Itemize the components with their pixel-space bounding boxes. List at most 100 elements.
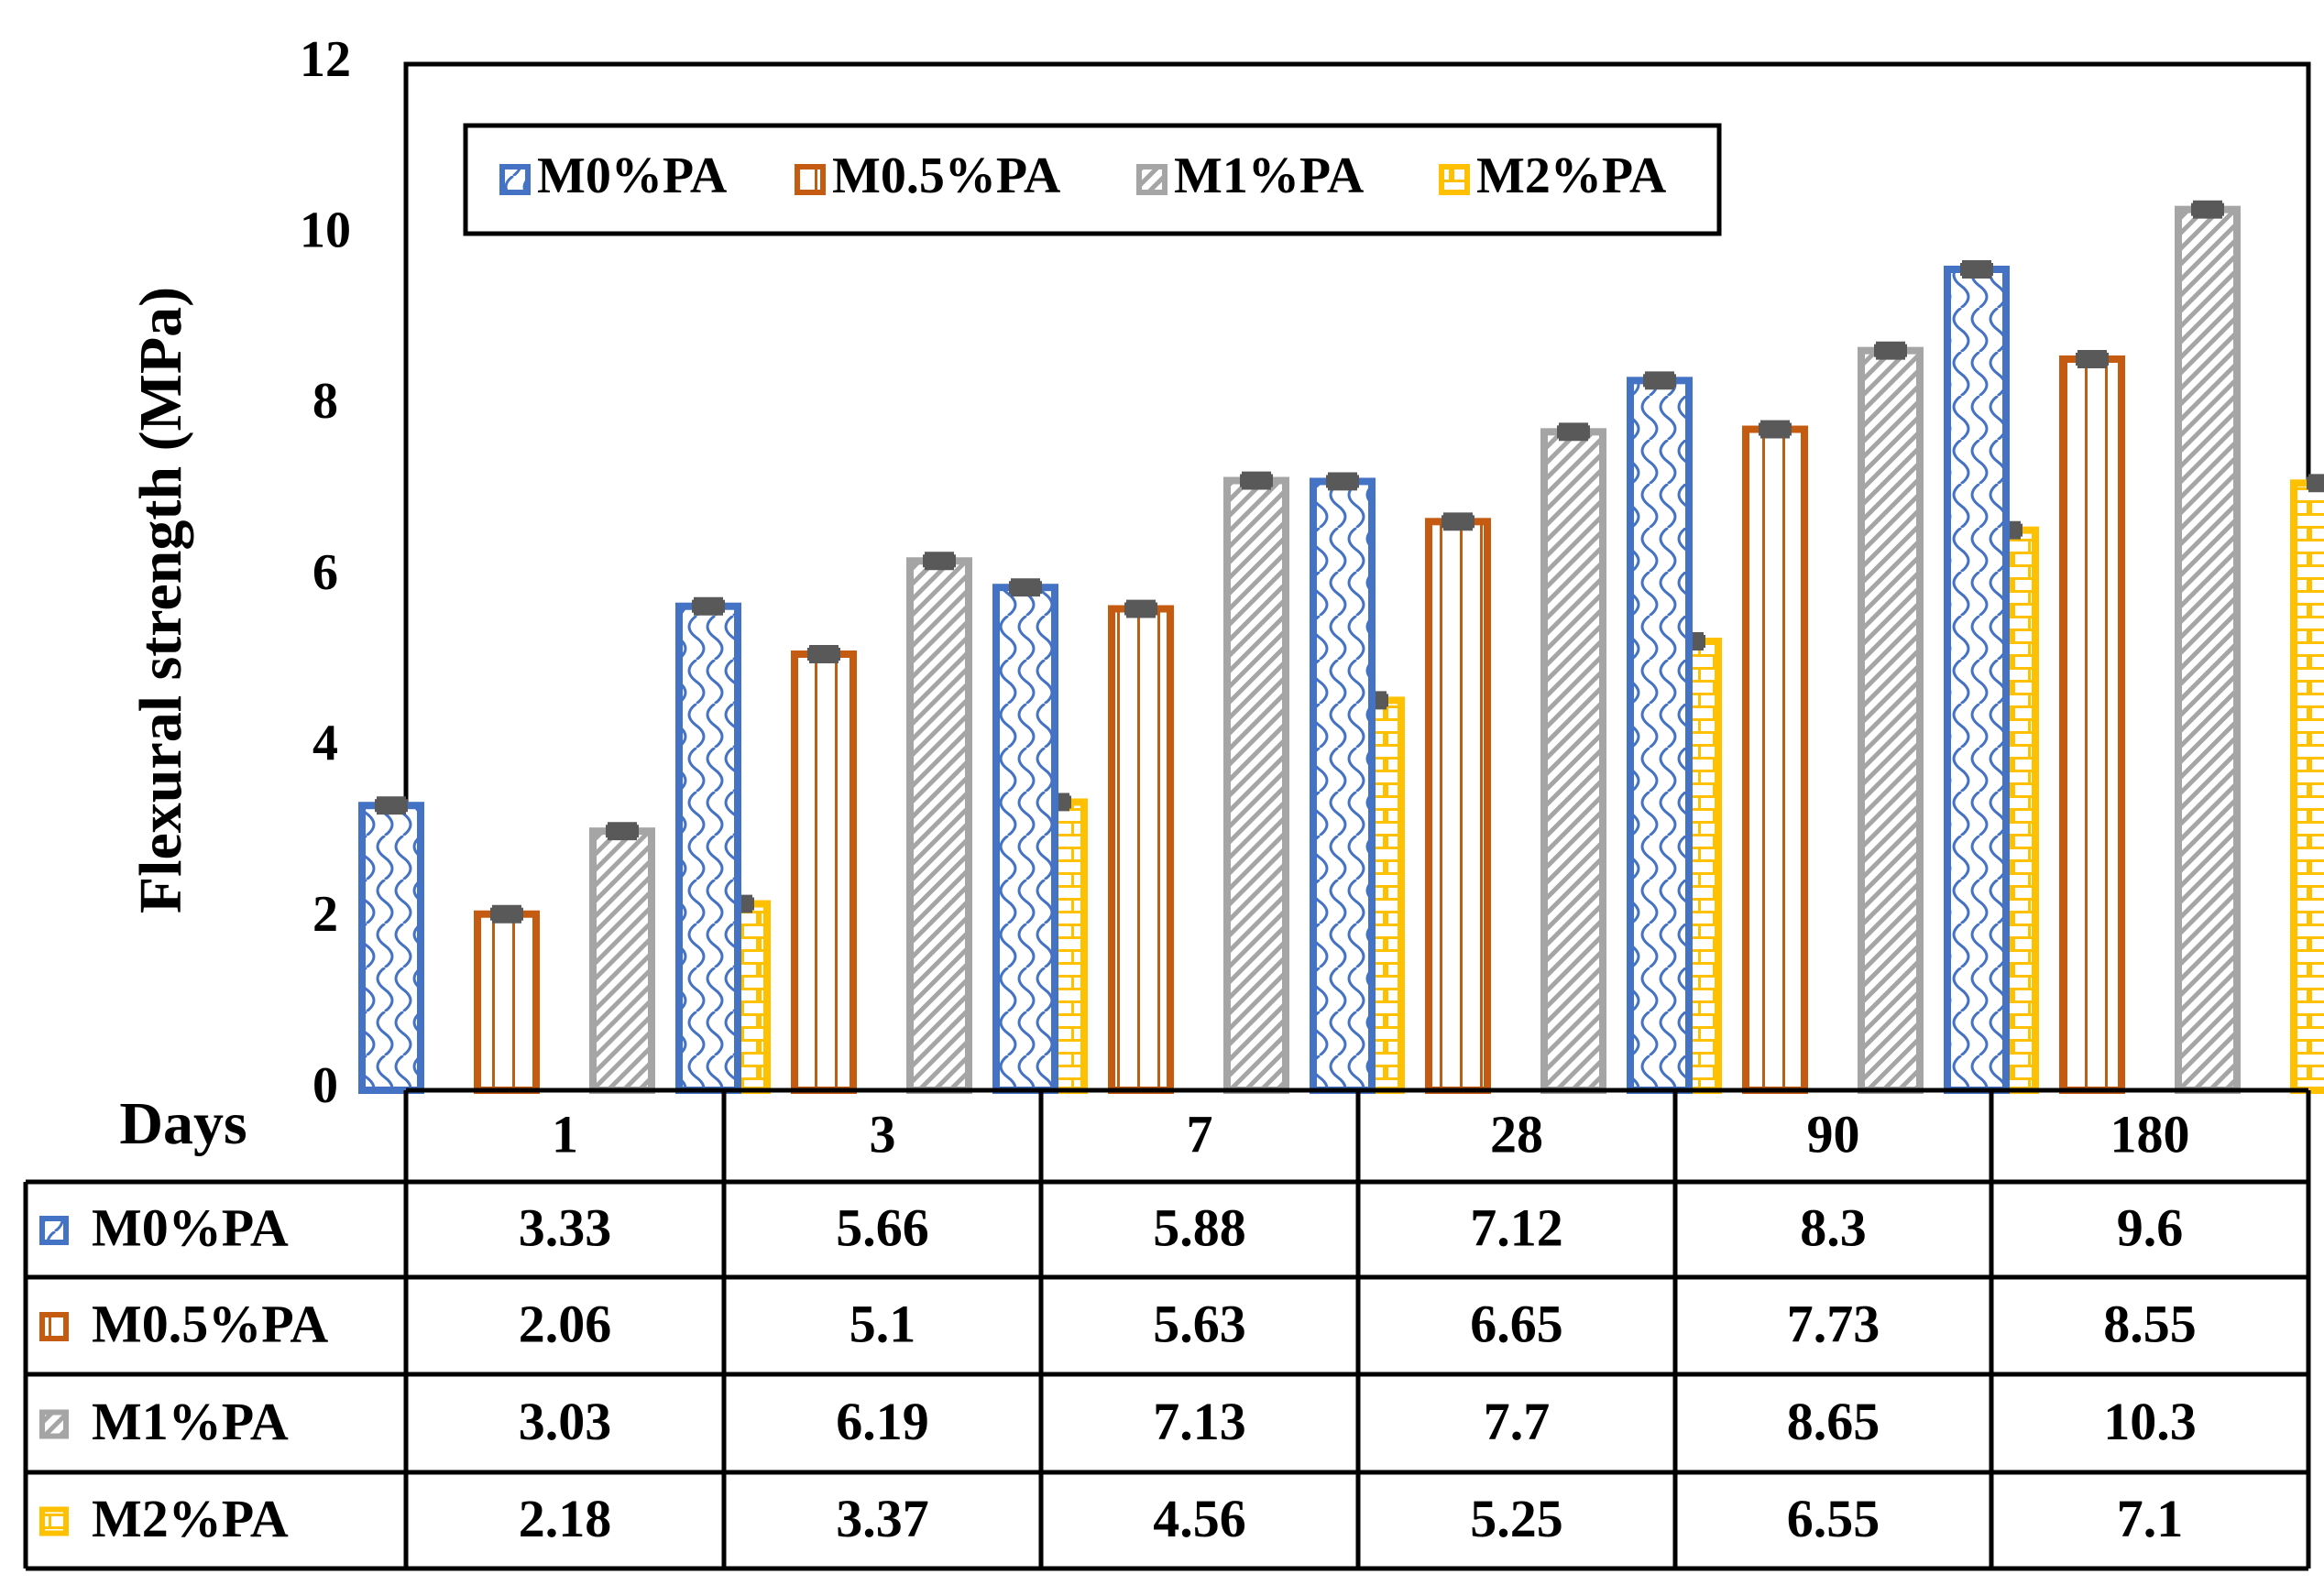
bar-M0.5%PA-day-7 xyxy=(1108,605,1174,1094)
table-cell-M2%PA-day-180: 7.1 xyxy=(2117,1489,2184,1548)
table-cell-M0%PA-day-28: 7.12 xyxy=(1470,1197,1563,1257)
x-axis-label: Days xyxy=(119,1090,247,1157)
error-bar-M1%PA-day-180 xyxy=(2191,200,2224,219)
bar-M1%PA-day-1 xyxy=(589,827,655,1094)
table-cell-M2%PA-day-3: 3.37 xyxy=(836,1489,929,1548)
y-tick-label-6: 6 xyxy=(312,544,338,601)
table-cell-M0.5%PA-day-28: 6.65 xyxy=(1470,1294,1563,1353)
table-cell-M1%PA-day-180: 10.3 xyxy=(2103,1392,2197,1451)
bar-M0%PA-day-28 xyxy=(1310,477,1376,1094)
bar-M1%PA-day-180 xyxy=(2175,205,2241,1094)
error-bar-M0%PA-day-90 xyxy=(1643,371,1676,390)
table-cell-M2%PA-day-28: 5.25 xyxy=(1470,1489,1563,1548)
bar-M0%PA-day-7 xyxy=(992,584,1058,1094)
bar-M0.5%PA-day-90 xyxy=(1742,425,1808,1094)
bar-M0.5%PA-day-1 xyxy=(474,910,540,1094)
legend-swatch-M0%PA xyxy=(499,164,531,195)
error-bar-M0.5%PA-day-1 xyxy=(490,904,523,924)
legend-label-M2%PA: M2%PA xyxy=(1476,148,1667,204)
table-cell-M0.5%PA-day-1: 2.06 xyxy=(519,1294,612,1353)
bar-M0.5%PA-day-180 xyxy=(2059,355,2125,1094)
error-bar-M1%PA-day-1 xyxy=(606,822,639,841)
y-tick-label-10: 10 xyxy=(300,202,351,259)
error-bar-M2%PA-day-180 xyxy=(2307,474,2324,493)
legend-swatch-M1%PA xyxy=(1136,164,1167,195)
bar-M0%PA-day-90 xyxy=(1627,377,1693,1095)
legend-swatch-M2%PA xyxy=(1439,164,1470,195)
legend-label-M1%PA: M1%PA xyxy=(1174,148,1365,204)
table-swatch-M0%PA xyxy=(39,1216,69,1245)
table-header-day-180: 180 xyxy=(2110,1104,2190,1164)
bar-M1%PA-day-90 xyxy=(1858,346,1924,1094)
bar-series-group xyxy=(358,200,2324,1095)
table-cell-M0.5%PA-day-90: 7.73 xyxy=(1787,1294,1880,1353)
error-bar-M0%PA-day-7 xyxy=(1009,578,1042,597)
error-bar-M1%PA-day-3 xyxy=(923,552,956,571)
error-bar-M1%PA-day-90 xyxy=(1874,341,1907,360)
legend-item-M1%PA: M1%PA xyxy=(1136,148,1365,204)
table-row-label-M1%PA: M1%PA xyxy=(92,1392,289,1451)
error-bar-M0%PA-day-1 xyxy=(375,796,408,815)
y-tick-label-2: 2 xyxy=(312,886,338,943)
error-bar-M1%PA-day-28 xyxy=(1557,422,1590,442)
bar-M1%PA-day-7 xyxy=(1223,476,1289,1094)
bar-M0%PA-day-1 xyxy=(358,802,424,1094)
table-swatch-M1%PA xyxy=(39,1409,69,1439)
table-cell-M0%PA-day-3: 5.66 xyxy=(836,1197,929,1257)
error-bar-M0.5%PA-day-28 xyxy=(1442,512,1474,531)
table-cell-M0%PA-day-1: 3.33 xyxy=(519,1197,612,1257)
bar-M0%PA-day-3 xyxy=(675,602,741,1094)
legend-label-M0.5%PA: M0.5%PA xyxy=(832,148,1061,204)
error-bar-M0%PA-day-3 xyxy=(692,596,725,616)
bar-M0.5%PA-day-28 xyxy=(1425,518,1491,1094)
data-table: Days 1 3 7 28 90 180 M0%PA 3.33 5.66 5.88 7.12 8.3 9… xyxy=(23,1088,2311,1571)
legend-box xyxy=(463,123,1722,236)
legend-item-M2%PA: M2%PA xyxy=(1439,148,1667,204)
table-header-day-3: 3 xyxy=(870,1104,896,1164)
table-cell-M2%PA-day-1: 2.18 xyxy=(519,1489,612,1548)
table-row-label-M2%PA: M2%PA xyxy=(92,1489,289,1548)
table-row-label-M0.5%PA: M0.5%PA xyxy=(92,1294,328,1353)
error-bar-M1%PA-day-7 xyxy=(1240,471,1273,490)
table-cell-M1%PA-day-3: 6.19 xyxy=(836,1392,929,1451)
error-bar-M0%PA-day-28 xyxy=(1326,472,1359,491)
table-cell-M0.5%PA-day-7: 5.63 xyxy=(1153,1294,1246,1353)
bar-M0%PA-day-180 xyxy=(1944,266,2010,1094)
table-header-day-7: 7 xyxy=(1187,1104,1213,1164)
legend-swatch-M0.5%PA xyxy=(795,164,826,195)
y-axis-ticks: 0 2 4 6 8 10 12 xyxy=(300,31,351,1114)
bar-M1%PA-day-3 xyxy=(906,557,972,1094)
table-swatch-M2%PA xyxy=(39,1506,69,1536)
error-bar-M0.5%PA-day-3 xyxy=(807,645,840,663)
table-cell-M2%PA-day-90: 6.55 xyxy=(1787,1489,1880,1548)
bar-M2%PA-day-180 xyxy=(2290,479,2324,1094)
table-cell-M1%PA-day-7: 7.13 xyxy=(1153,1392,1246,1451)
y-tick-label-0: 0 xyxy=(312,1057,338,1114)
table-cell-M1%PA-day-1: 3.03 xyxy=(519,1392,612,1451)
error-bar-M0.5%PA-day-90 xyxy=(1759,420,1792,439)
legend-item-M0.5%PA: M0.5%PA xyxy=(795,148,1061,204)
y-axis-label: Flexural strength (MPa) xyxy=(127,287,194,913)
table-header-day-1: 1 xyxy=(552,1104,578,1164)
table-cell-M0.5%PA-day-3: 5.1 xyxy=(850,1294,916,1353)
table-cell-M0%PA-day-180: 9.6 xyxy=(2117,1197,2184,1257)
bar-M1%PA-day-28 xyxy=(1540,428,1606,1095)
table-header-day-28: 28 xyxy=(1490,1104,1543,1164)
legend: M0%PA M0.5%PA M1%PA M2%PA xyxy=(499,148,1667,204)
table-row-label-M0%PA: M0%PA xyxy=(92,1197,289,1257)
table-cell-M0%PA-day-7: 5.88 xyxy=(1153,1197,1246,1257)
bar-M0.5%PA-day-3 xyxy=(791,650,857,1094)
table-cell-M0.5%PA-day-180: 8.55 xyxy=(2103,1294,2197,1353)
legend-label-M0%PA: M0%PA xyxy=(537,148,728,204)
y-tick-label-8: 8 xyxy=(312,373,338,430)
y-tick-label-12: 12 xyxy=(300,31,351,88)
table-cell-M2%PA-day-7: 4.56 xyxy=(1153,1489,1246,1548)
table-cell-M1%PA-day-28: 7.7 xyxy=(1484,1392,1551,1451)
table-cell-M1%PA-day-90: 8.65 xyxy=(1787,1392,1880,1451)
legend-item-M0%PA: M0%PA xyxy=(499,148,728,204)
table-header-day-90: 90 xyxy=(1807,1104,1860,1164)
table-swatch-M0.5%PA xyxy=(39,1312,69,1341)
error-bar-M0.5%PA-day-180 xyxy=(2076,350,2109,368)
table-cell-M0%PA-day-90: 8.3 xyxy=(1800,1197,1867,1257)
